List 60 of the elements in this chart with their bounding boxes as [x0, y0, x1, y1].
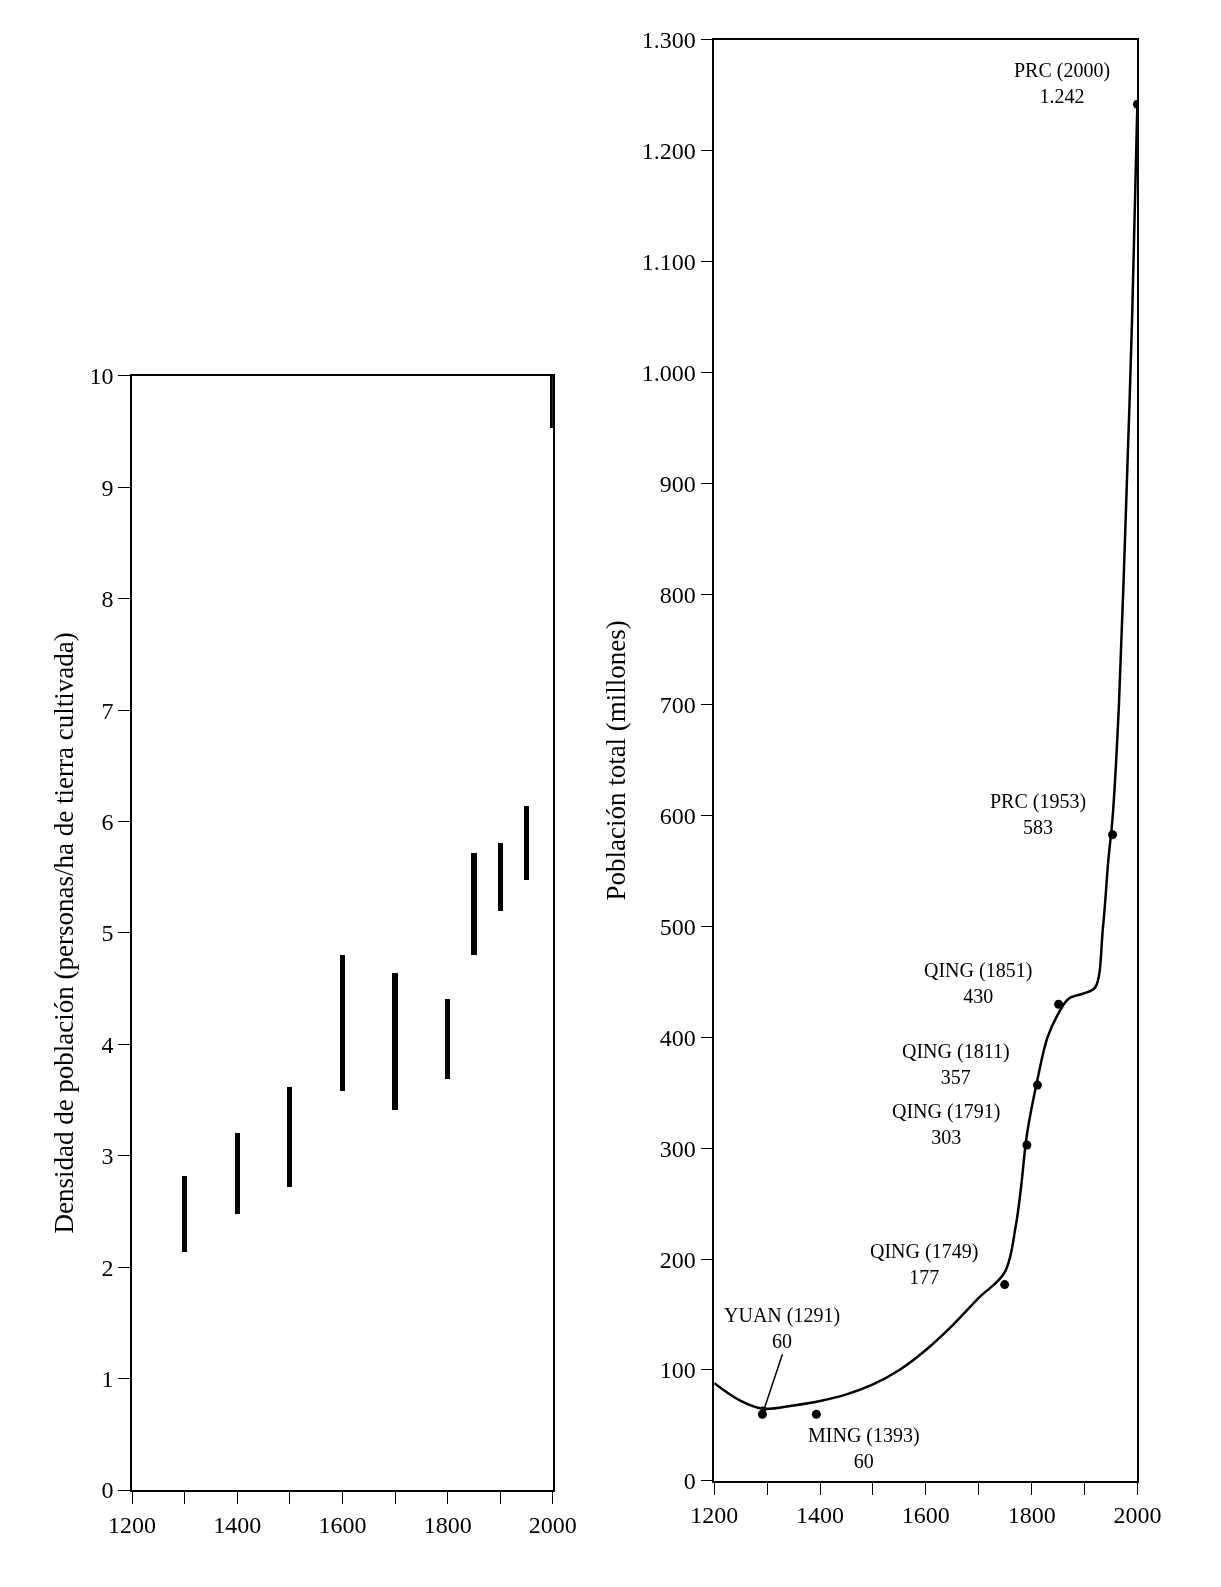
point: [1000, 1280, 1010, 1290]
y-tick-label: 10: [89, 363, 114, 390]
y-tick-label: 200: [659, 1246, 696, 1273]
y-tick-label: 1.200: [641, 138, 696, 165]
x-tick-label: 1600: [318, 1511, 367, 1538]
y-tick-label: 6: [101, 808, 114, 835]
annotation: QING (1811) 357: [902, 1040, 1010, 1088]
point: [1022, 1140, 1032, 1150]
y-tick-label: 500: [659, 914, 696, 941]
bar: [498, 842, 504, 911]
x-tick-label: 1800: [423, 1511, 472, 1538]
y-tick-label: 800: [659, 581, 696, 608]
y-tick-label: 300: [659, 1135, 696, 1162]
annotation: QING (1791) 303: [892, 1100, 1001, 1148]
annotation: MING (1393) 60: [808, 1424, 920, 1472]
y-tick-label: 8: [101, 586, 114, 613]
annotation: PRC (1953) 583: [990, 790, 1087, 838]
bar: [287, 1086, 293, 1187]
y-tick-label: 1: [101, 1366, 114, 1393]
y-tick-label: 3: [101, 1143, 114, 1170]
y-tick-label: 400: [659, 1024, 696, 1051]
y-tick-label: 4: [101, 1031, 114, 1058]
y-tick-label: 0: [101, 1477, 114, 1504]
point: [1054, 999, 1064, 1009]
x-tick-label: 1200: [690, 1502, 739, 1529]
annotation: PRC (2000) 1.242: [1014, 59, 1111, 107]
annotation: QING (1851) 430: [924, 959, 1033, 1007]
point: [811, 1409, 821, 1419]
point: [1108, 830, 1118, 840]
x-tick-label: 2000: [1113, 1502, 1162, 1529]
x-tick-label: 1400: [796, 1502, 845, 1529]
bar: [235, 1132, 241, 1214]
y-tick-label: 2: [101, 1254, 114, 1281]
y-tick-label: 7: [101, 697, 114, 724]
annotation: YUAN (1291) 60: [724, 1304, 841, 1352]
annotation: QING (1749) 177: [870, 1240, 979, 1288]
point: [1032, 1080, 1042, 1090]
bar: [445, 998, 451, 1079]
y-tick-label: 100: [659, 1357, 696, 1384]
x-tick-label: 1800: [1007, 1502, 1056, 1529]
y-tick-label: 9: [101, 474, 114, 501]
x-tick-label: 2000: [528, 1511, 577, 1538]
bar: [471, 852, 478, 955]
y-axis-title: Población total (millones): [601, 620, 632, 901]
x-tick-label: 1400: [213, 1511, 262, 1538]
x-tick-label: 1200: [108, 1511, 157, 1538]
y-tick-label: 600: [659, 803, 696, 830]
y-tick-label: 0: [683, 1468, 696, 1495]
y-tick-label: 700: [659, 692, 696, 719]
x-tick-label: 1600: [901, 1502, 950, 1529]
y-tick-label: 1.300: [641, 27, 696, 54]
y-tick-label: 1.000: [641, 359, 696, 386]
bar: [182, 1175, 188, 1252]
bar: [340, 954, 346, 1091]
y-tick-label: 900: [659, 470, 696, 497]
y-axis-title: Densidad de población (personas/ha de tierra cultivada): [49, 632, 80, 1234]
bar: [524, 805, 530, 880]
y-tick-label: 5: [101, 920, 114, 947]
bar: [392, 972, 399, 1110]
y-tick-label: 1.100: [641, 249, 696, 276]
